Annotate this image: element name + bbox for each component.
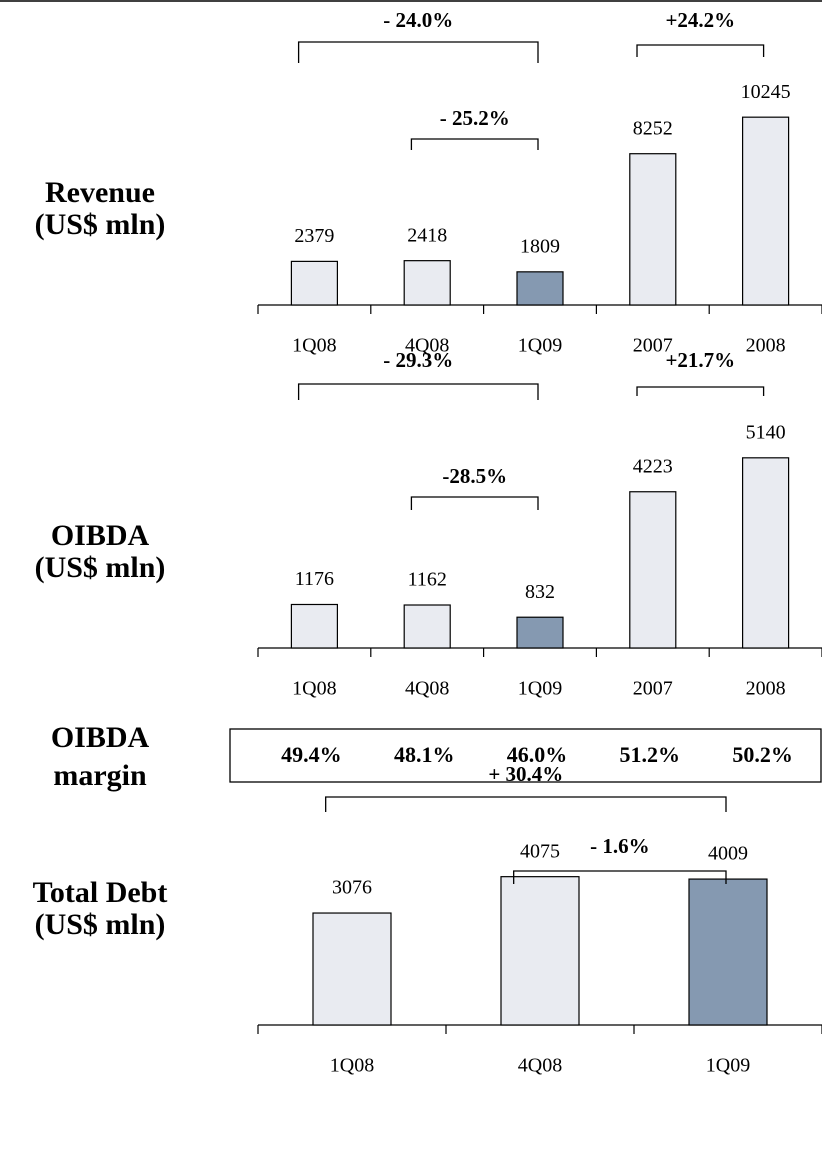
bracket — [636, 386, 765, 396]
annotation: +21.7% — [665, 348, 735, 372]
x-tick-label: 1Q09 — [518, 335, 562, 357]
x-tick-label: 1Q08 — [292, 335, 336, 357]
value-label: 2379 — [294, 225, 334, 247]
x-tick-label: 2008 — [746, 678, 786, 700]
bracket — [410, 138, 539, 150]
value-label: 4075 — [520, 840, 560, 862]
bar — [741, 457, 790, 649]
chart-title: OIBDA — [51, 519, 150, 552]
annotation: -28.5% — [442, 464, 507, 488]
value-label: 8252 — [633, 117, 673, 139]
annotation: - 24.0% — [383, 8, 453, 32]
x-tick-label: 4Q08 — [405, 335, 449, 357]
x-tick-label: 1Q08 — [292, 678, 336, 700]
table-cell: 50.2% — [732, 742, 793, 767]
bracket — [513, 870, 727, 884]
x-tick-label: 2008 — [746, 335, 786, 357]
chart-subtitle: (US$ mln) — [35, 208, 166, 241]
bar — [290, 260, 338, 306]
table-box — [229, 728, 822, 783]
bar — [741, 116, 790, 306]
bar — [312, 912, 392, 1026]
table-cell: 46.0% — [507, 742, 568, 767]
x-tick-label: 4Q08 — [518, 1055, 562, 1077]
value-label: 4009 — [708, 843, 748, 865]
chart-subtitle: (US$ mln) — [35, 551, 166, 584]
bracket — [297, 41, 539, 63]
bar — [500, 876, 580, 1026]
table-cell: 48.1% — [394, 742, 455, 767]
bar — [403, 604, 451, 649]
chart-title: Revenue — [45, 176, 155, 209]
annotation: - 1.6% — [590, 834, 650, 858]
value-label: 10245 — [741, 81, 791, 103]
value-label: 2418 — [407, 224, 447, 246]
bar — [290, 603, 338, 649]
chart-subtitle: (US$ mln) — [35, 908, 166, 941]
bracket — [410, 496, 539, 510]
annotation: +24.2% — [665, 8, 735, 32]
x-tick-label: 1Q08 — [330, 1055, 374, 1077]
x-tick-label: 1Q09 — [706, 1055, 750, 1077]
annotation: - 25.2% — [440, 106, 510, 130]
value-label: 832 — [525, 581, 555, 603]
value-label: 1809 — [520, 235, 560, 257]
chart-title: Total Debt — [33, 876, 168, 909]
bar — [403, 260, 451, 306]
value-label: 4223 — [633, 455, 673, 477]
x-tick-label: 1Q09 — [518, 678, 562, 700]
bar — [629, 153, 677, 306]
bar — [688, 878, 768, 1026]
value-label: 3076 — [332, 877, 372, 899]
bar — [629, 491, 677, 649]
table-title: OIBDA — [51, 721, 150, 754]
value-label: 1162 — [408, 569, 447, 591]
x-tick-label: 2007 — [633, 678, 673, 700]
bracket — [297, 383, 539, 400]
value-label: 1176 — [295, 568, 334, 590]
table-subtitle: margin — [53, 759, 147, 792]
annotation: - 29.3% — [383, 348, 453, 372]
bar — [516, 616, 564, 649]
table-cell: 51.2% — [620, 742, 681, 767]
bracket — [325, 796, 727, 812]
table-cell: 49.4% — [281, 742, 342, 767]
bar — [516, 271, 564, 306]
value-label: 5140 — [746, 421, 786, 443]
x-tick-label: 2007 — [633, 335, 673, 357]
bracket — [636, 44, 765, 57]
x-tick-label: 4Q08 — [405, 678, 449, 700]
